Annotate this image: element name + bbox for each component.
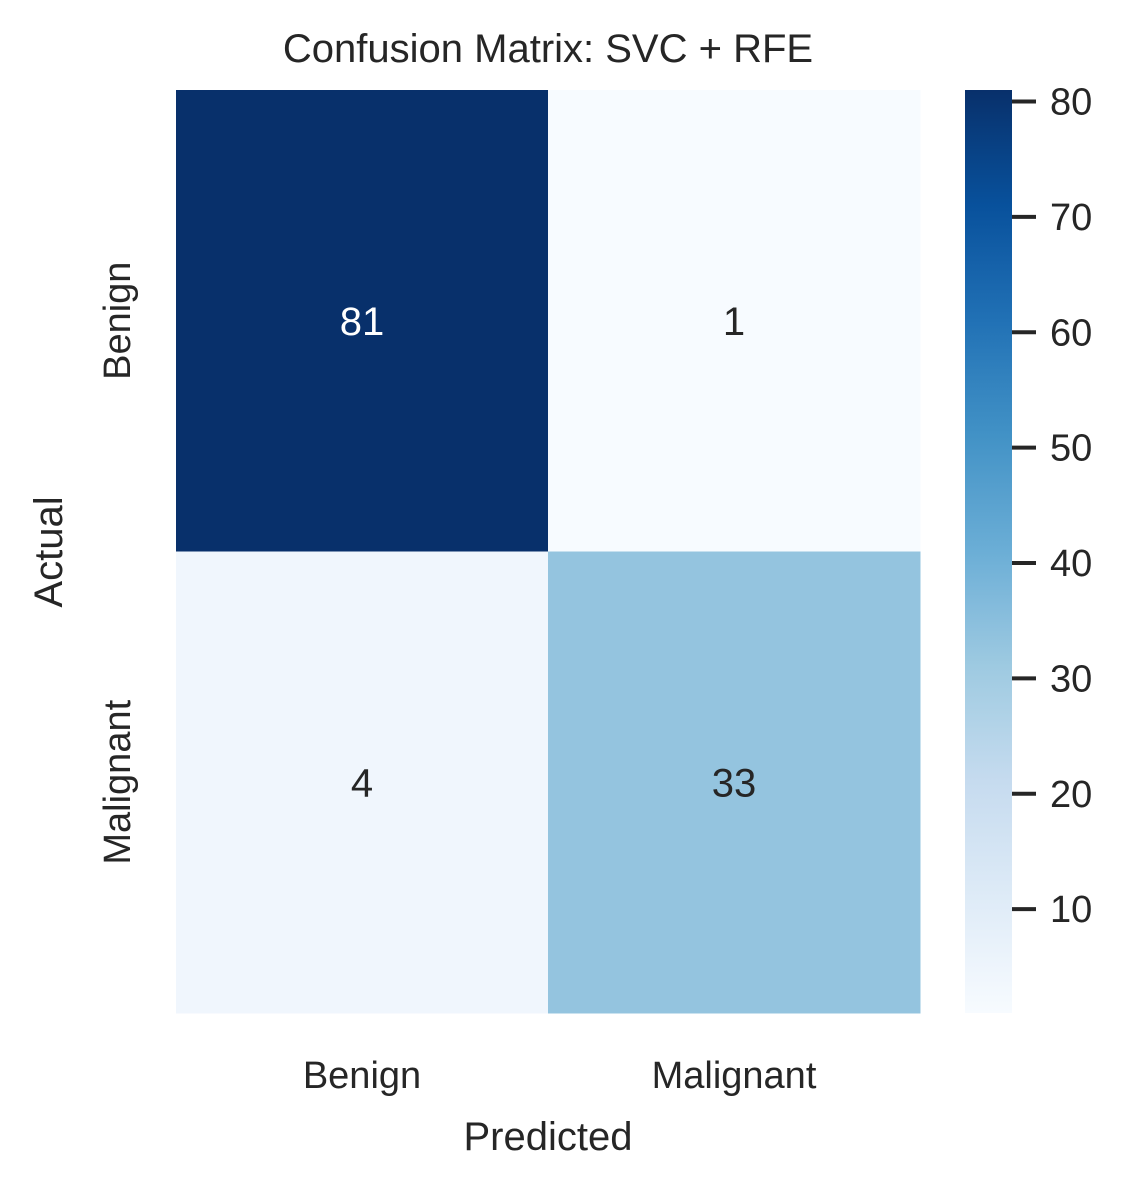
y-tick-labels: Benign Malignant [97, 262, 139, 865]
colorbar-tick-label-50: 50 [1050, 428, 1092, 470]
heatmap-cell-0-1 [548, 90, 921, 552]
colorbar-ticks: 10 20 30 40 50 60 70 80 [1012, 82, 1092, 931]
heatmap-cell-1-0 [176, 551, 549, 1014]
colorbar-tick-label-20: 20 [1050, 774, 1092, 816]
chart-title: Confusion Matrix: SVC + RFE [283, 27, 813, 71]
heatmap-cell-0-0 [176, 90, 549, 552]
colorbar-tick-label-40: 40 [1050, 543, 1092, 585]
colorbar-tick-label-70: 70 [1050, 197, 1092, 239]
colorbar [965, 90, 1012, 1013]
cell-annotation-1-1: 33 [712, 761, 757, 805]
colorbar-tick-label-60: 60 [1050, 312, 1092, 354]
heatmap-cell-1-1 [548, 551, 921, 1014]
cell-annotation-0-1: 1 [723, 300, 745, 344]
heatmap-cells [176, 90, 921, 1014]
x-tick-label-benign: Benign [303, 1055, 421, 1097]
x-tick-labels: Benign Malignant [303, 1055, 817, 1097]
cell-annotation-0-0: 81 [340, 300, 385, 344]
cell-annotation-1-0: 4 [351, 761, 373, 805]
colorbar-tick-label-80: 80 [1050, 82, 1092, 124]
colorbar-tick-label-30: 30 [1050, 658, 1092, 700]
x-tick-label-malignant: Malignant [652, 1055, 817, 1097]
y-tick-label-benign: Benign [97, 262, 139, 380]
x-axis-label: Predicted [464, 1115, 633, 1159]
y-axis-label: Actual [27, 496, 71, 607]
y-tick-label-malignant: Malignant [97, 699, 139, 864]
cell-annotations: 81 1 4 33 [340, 300, 757, 806]
colorbar-tick-label-10: 10 [1050, 889, 1092, 931]
